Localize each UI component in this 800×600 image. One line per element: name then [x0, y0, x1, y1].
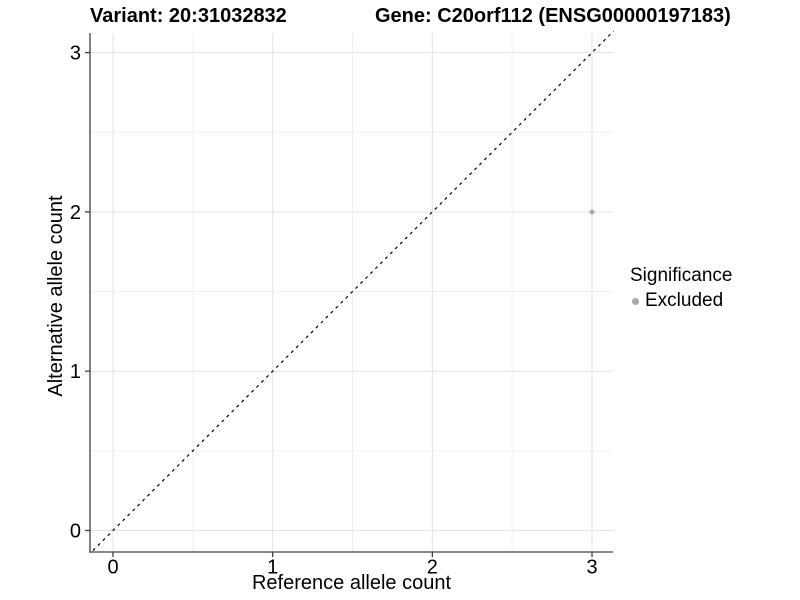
- x-tick-label: 1: [267, 557, 278, 579]
- data-points: [589, 209, 595, 215]
- y-tick-label: 1: [70, 361, 81, 383]
- legend-point-icon: [632, 297, 639, 305]
- y-axis-title: Alternative allele count: [45, 195, 67, 397]
- legend: Significance Excluded: [630, 265, 732, 312]
- data-point: [589, 209, 595, 215]
- x-axis-title: Reference allele count: [251, 572, 451, 594]
- legend-title: Significance: [630, 265, 733, 286]
- gridlines-major: [90, 33, 613, 552]
- axis-tick-marks: [85, 51, 593, 557]
- legend-item-excluded: Excluded: [630, 290, 732, 312]
- x-tick-label: 3: [586, 557, 597, 579]
- y-tick-label: 0: [70, 521, 81, 543]
- legend-item-label: Excluded: [645, 290, 724, 311]
- identity-line: [90, 31, 614, 553]
- plot-title-gene: Gene: C20orf112 (ENSG00000197183): [375, 5, 731, 27]
- gridlines-minor: [90, 33, 613, 552]
- plot-title-variant: Variant: 20:31032832: [90, 5, 287, 27]
- x-tick-label: 2: [427, 557, 438, 579]
- axis-tick-labels: 0 1 2 3 0 1 2 3: [70, 43, 598, 579]
- y-tick-label: 2: [70, 202, 81, 224]
- axis-lines: [89, 33, 613, 553]
- x-tick-label: 0: [107, 557, 118, 579]
- y-tick-label: 3: [70, 43, 81, 65]
